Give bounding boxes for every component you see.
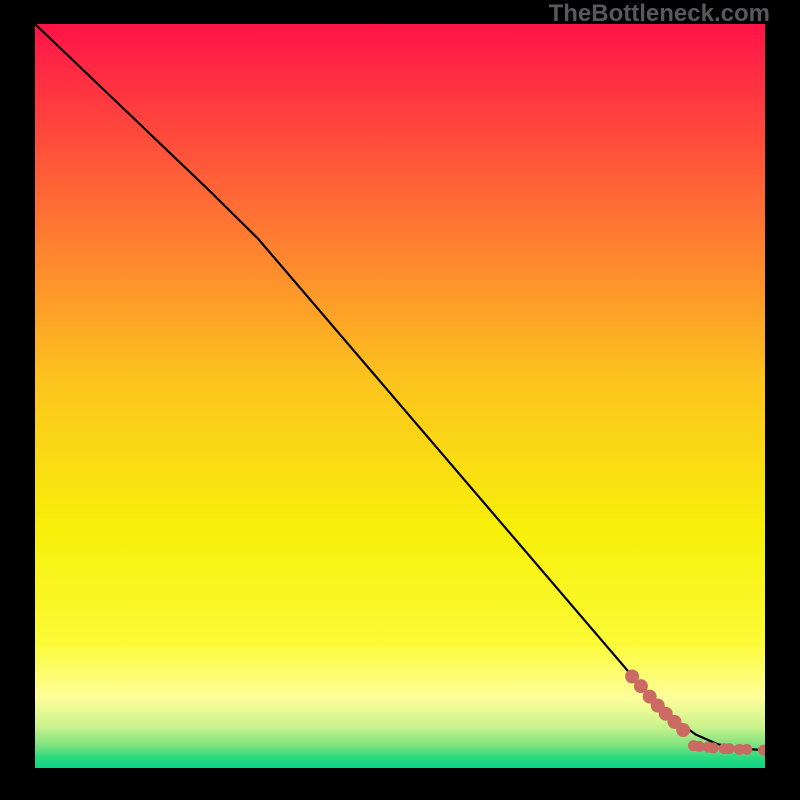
bottleneck-curve [35,24,765,750]
data-marker [758,745,765,756]
data-marker [676,723,690,737]
data-marker [724,743,735,754]
plot-area [35,24,765,768]
chart-overlay-svg [35,24,765,768]
watermark-text: TheBottleneck.com [549,0,770,28]
data-marker [708,742,719,753]
chart-frame: TheBottleneck.com [0,0,800,800]
data-marker [741,744,752,755]
